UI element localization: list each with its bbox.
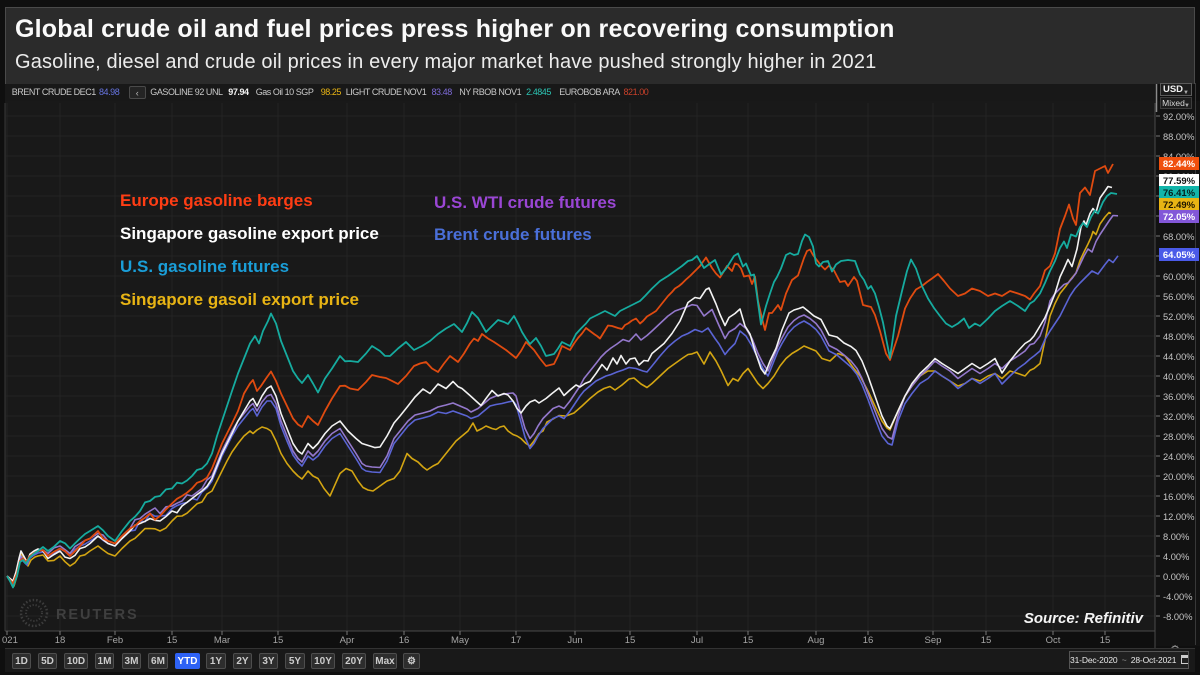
svg-text:48.00%: 48.00% — [1163, 332, 1195, 342]
svg-text:Apr: Apr — [340, 635, 355, 646]
svg-text:Source: Refinitiv: Source: Refinitiv — [1024, 610, 1145, 627]
svg-text:Jul: Jul — [691, 635, 703, 646]
svg-text:77.59%: 77.59% — [1163, 176, 1196, 187]
svg-text:56.00%: 56.00% — [1163, 292, 1195, 302]
svg-text:20.00%: 20.00% — [1163, 472, 1195, 482]
svg-text:Feb: Feb — [107, 635, 123, 646]
svg-text:60.00%: 60.00% — [1163, 272, 1195, 282]
svg-text:Europe gasoline barges: Europe gasoline barges — [120, 191, 313, 210]
svg-text:32.00%: 32.00% — [1163, 412, 1195, 422]
svg-text:82.44%: 82.44% — [1163, 159, 1196, 170]
svg-text:64.05%: 64.05% — [1163, 250, 1196, 261]
svg-text:Jun: Jun — [567, 635, 582, 646]
svg-text:72.49%: 72.49% — [1163, 200, 1196, 211]
svg-text:15: 15 — [167, 635, 178, 646]
svg-text:Mar: Mar — [214, 635, 230, 646]
svg-text:18: 18 — [55, 635, 66, 646]
svg-text:Singapore gasoline export pric: Singapore gasoline export price — [120, 224, 379, 243]
svg-text:52.00%: 52.00% — [1163, 312, 1195, 322]
svg-text:76.41%: 76.41% — [1163, 188, 1196, 199]
svg-text:17: 17 — [511, 635, 522, 646]
svg-text:U.S. WTI crude futures: U.S. WTI crude futures — [434, 193, 616, 212]
svg-text:Singapore gasoil export price: Singapore gasoil export price — [120, 290, 359, 309]
svg-text:15: 15 — [981, 635, 992, 646]
svg-text:44.00%: 44.00% — [1163, 352, 1195, 362]
svg-text:8.00%: 8.00% — [1163, 532, 1189, 542]
svg-text:92.00%: 92.00% — [1163, 112, 1195, 122]
svg-text:-4.00%: -4.00% — [1163, 592, 1192, 602]
svg-text:72.05%: 72.05% — [1163, 212, 1196, 223]
svg-text:24.00%: 24.00% — [1163, 452, 1195, 462]
svg-text:15: 15 — [743, 635, 754, 646]
svg-text:88.00%: 88.00% — [1163, 132, 1195, 142]
svg-text:0.00%: 0.00% — [1163, 572, 1189, 582]
svg-text:U.S. gasoline futures: U.S. gasoline futures — [120, 257, 289, 276]
svg-text:40.00%: 40.00% — [1163, 372, 1195, 382]
svg-text:16: 16 — [399, 635, 410, 646]
svg-text:15: 15 — [625, 635, 636, 646]
svg-text:-8.00%: -8.00% — [1163, 612, 1192, 622]
svg-text:Aug: Aug — [808, 635, 825, 646]
svg-text:15: 15 — [273, 635, 284, 646]
svg-text:4.00%: 4.00% — [1163, 552, 1189, 562]
svg-text:REUTERS: REUTERS — [56, 607, 139, 623]
svg-text:16.00%: 16.00% — [1163, 492, 1195, 502]
svg-text:28.00%: 28.00% — [1163, 432, 1195, 442]
svg-text:36.00%: 36.00% — [1163, 392, 1195, 402]
svg-text:May: May — [451, 635, 469, 646]
svg-text:021: 021 — [2, 635, 18, 646]
svg-text:Oct: Oct — [1046, 635, 1061, 646]
svg-text:16: 16 — [863, 635, 874, 646]
svg-text:68.00%: 68.00% — [1163, 232, 1195, 242]
svg-text:15: 15 — [1100, 635, 1111, 646]
svg-text:Sep: Sep — [925, 635, 942, 646]
svg-text:12.00%: 12.00% — [1163, 512, 1195, 522]
svg-text:Brent crude futures: Brent crude futures — [434, 225, 592, 244]
